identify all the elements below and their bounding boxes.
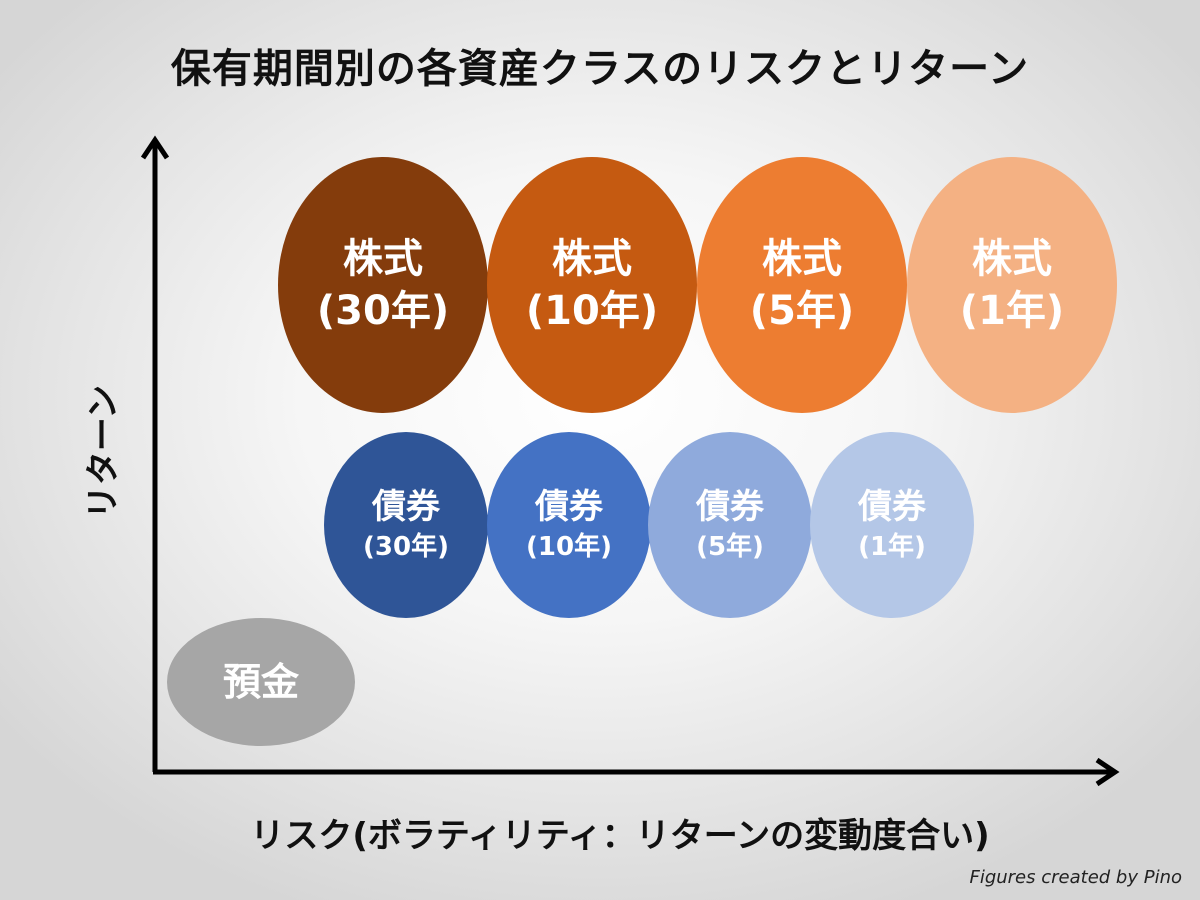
bond-30y-ellipse: 債券 (30年) <box>324 432 488 618</box>
bond-5y-ellipse: 債券 (5年) <box>648 432 812 618</box>
bond-5y-name: 債券 <box>696 487 764 527</box>
bond-1y-ellipse: 債券 (1年) <box>810 432 974 618</box>
bond-1y-name: 債券 <box>858 487 926 527</box>
deposit-ellipse: 預金 <box>167 618 355 746</box>
stock-1y-name: 株式 <box>972 236 1052 282</box>
stock-10y-name: 株式 <box>552 236 632 282</box>
stock-30y-ellipse: 株式 (30年) <box>278 157 488 413</box>
stock-5y-ellipse: 株式 (5年) <box>697 157 907 413</box>
stock-30y-name: 株式 <box>343 236 423 282</box>
stock-1y-ellipse: 株式 (1年) <box>907 157 1117 413</box>
bond-5y-period: (5年) <box>696 532 764 562</box>
credit-text: Figures created by Pino <box>969 867 1182 888</box>
stock-1y-period: (1年) <box>959 288 1065 334</box>
bond-1y-period: (1年) <box>858 532 926 562</box>
diagram-title: 保有期間別の各資産クラスのリスクとリターン <box>170 46 1030 92</box>
y-axis-arrowhead <box>140 135 170 160</box>
x-axis-arrowhead <box>1095 757 1120 787</box>
stock-30y-period: (30年) <box>316 288 450 334</box>
stock-10y-ellipse: 株式 (10年) <box>487 157 697 413</box>
bond-30y-name: 債券 <box>372 487 440 527</box>
x-axis-label: リスク(ボラティリティ：リターンの変動度合い) <box>250 816 990 856</box>
stock-10y-period: (10年) <box>525 288 659 334</box>
y-axis-label: リターン <box>83 384 124 520</box>
bond-10y-period: (10年) <box>526 532 612 562</box>
stock-5y-name: 株式 <box>762 236 842 282</box>
stock-5y-period: (5年) <box>749 288 855 334</box>
bond-30y-period: (30年) <box>363 532 449 562</box>
bond-10y-name: 債券 <box>535 487 603 527</box>
deposit-name: 預金 <box>222 660 299 704</box>
bond-10y-ellipse: 債券 (10年) <box>487 432 651 618</box>
